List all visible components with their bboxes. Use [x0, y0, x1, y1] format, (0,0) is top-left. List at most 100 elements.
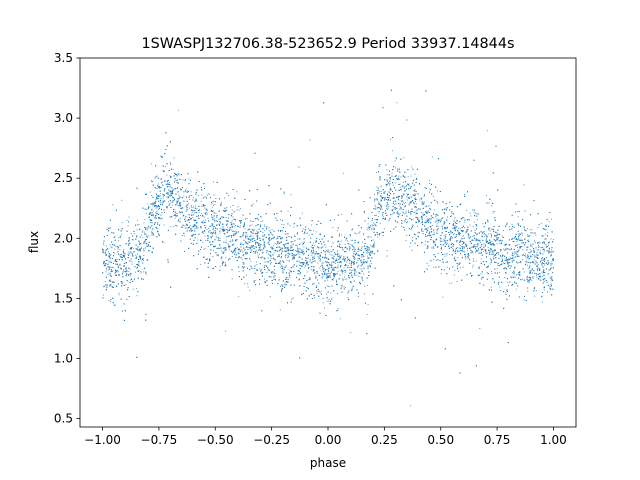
data-point [302, 253, 304, 255]
data-point [514, 237, 516, 239]
data-point [186, 220, 188, 222]
data-point [289, 277, 291, 279]
data-point [188, 227, 189, 229]
data-point [378, 192, 380, 194]
data-point [249, 247, 251, 249]
data-point [366, 285, 368, 286]
data-point [202, 241, 204, 243]
data-point [215, 212, 217, 214]
data-point [231, 209, 233, 211]
data-point [221, 258, 223, 260]
data-point [138, 263, 140, 265]
data-point [451, 213, 453, 214]
data-point [111, 281, 113, 283]
data-point [156, 175, 158, 177]
data-point [108, 262, 110, 264]
data-point [238, 248, 240, 250]
data-point [203, 216, 205, 218]
data-point [462, 266, 464, 268]
data-point [368, 229, 370, 230]
data-point [361, 256, 363, 258]
data-point [408, 203, 410, 205]
data-point [284, 268, 285, 270]
data-point [470, 215, 472, 217]
data-point [186, 191, 188, 193]
data-point [525, 262, 527, 264]
data-point [540, 260, 542, 261]
data-point [242, 263, 244, 265]
data-point [315, 275, 317, 277]
data-point [212, 210, 214, 212]
data-point [386, 205, 387, 207]
data-point [531, 255, 533, 257]
data-point [218, 218, 220, 220]
data-point [523, 229, 525, 230]
data-point [420, 216, 422, 217]
data-point [483, 284, 485, 286]
data-point [452, 234, 454, 235]
data-point [150, 222, 151, 223]
data-point [160, 198, 162, 200]
data-point [512, 261, 513, 263]
data-point [179, 203, 181, 205]
data-point [309, 139, 311, 141]
data-point [330, 264, 332, 266]
data-point [352, 261, 354, 263]
data-point [394, 208, 396, 210]
data-point [206, 194, 208, 196]
data-point [239, 225, 241, 227]
data-point [112, 286, 113, 288]
data-point [246, 242, 248, 244]
data-point [136, 229, 138, 231]
data-point [310, 252, 312, 254]
data-point [433, 266, 435, 268]
data-point [150, 191, 151, 193]
data-point [509, 245, 511, 246]
data-point [311, 254, 313, 256]
data-point [191, 207, 193, 208]
data-point [127, 225, 129, 227]
data-point [393, 201, 394, 202]
data-point [220, 257, 222, 259]
data-point [415, 234, 417, 236]
data-point [356, 274, 358, 276]
data-point [369, 244, 371, 246]
data-point [350, 276, 352, 278]
data-point [550, 238, 552, 240]
data-point [299, 261, 301, 263]
data-point [302, 252, 304, 254]
data-point [279, 309, 281, 311]
data-point [495, 254, 497, 256]
data-point [362, 280, 364, 282]
data-point [271, 233, 273, 235]
data-point [335, 279, 337, 281]
data-point [253, 230, 254, 232]
data-point [275, 243, 277, 245]
data-point [114, 235, 116, 237]
data-point [465, 209, 467, 211]
data-point [525, 260, 527, 262]
data-point [106, 269, 108, 271]
data-point [444, 222, 445, 224]
data-point [147, 203, 149, 205]
data-point [210, 211, 212, 212]
data-point [308, 234, 310, 236]
data-point [462, 250, 464, 252]
data-point [211, 267, 213, 269]
data-point [428, 210, 430, 212]
data-point [544, 249, 546, 251]
data-point [188, 178, 190, 180]
data-point [464, 243, 466, 245]
data-point [187, 227, 189, 229]
data-point [531, 260, 533, 262]
data-point [403, 203, 405, 205]
data-point [255, 242, 257, 244]
data-point [390, 138, 391, 140]
data-point [548, 221, 550, 223]
data-point [303, 233, 305, 235]
data-point [485, 245, 486, 247]
data-point [202, 222, 204, 224]
data-point [449, 254, 450, 255]
data-point [378, 203, 380, 205]
data-point [108, 300, 110, 302]
